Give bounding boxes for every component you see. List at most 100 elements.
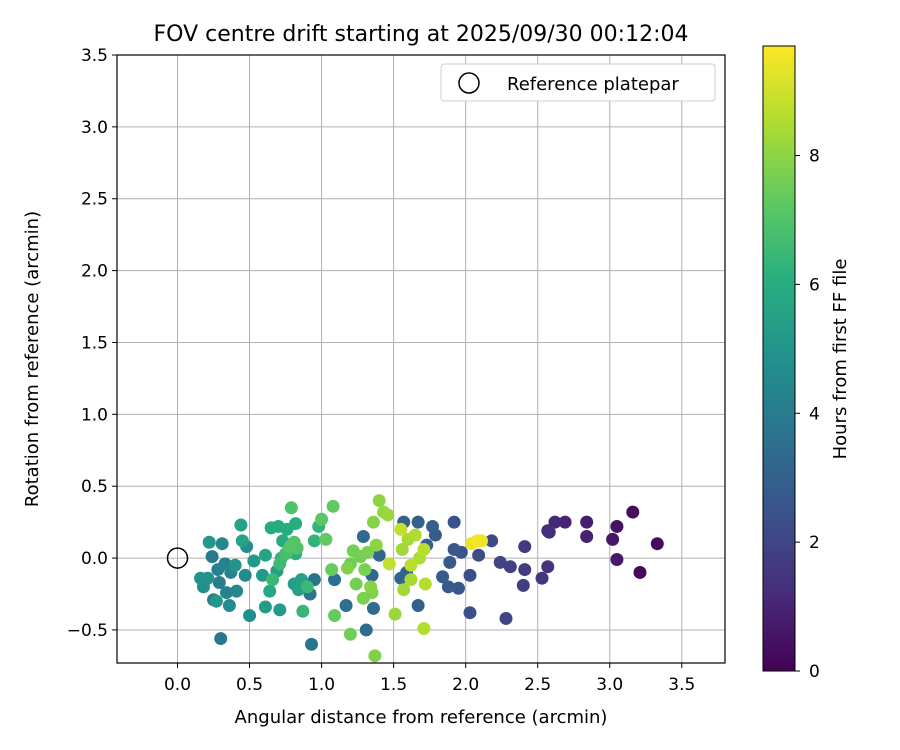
data-point — [411, 599, 425, 613]
data-point — [238, 568, 252, 582]
data-point — [518, 540, 532, 554]
data-point — [212, 576, 226, 590]
colorbar-gradient — [762, 45, 796, 672]
data-point — [368, 649, 382, 663]
data-point — [426, 519, 440, 533]
legend-entry-reference: Reference platepar — [507, 74, 679, 95]
data-point — [300, 580, 314, 594]
legend-marker-icon — [458, 72, 480, 94]
reference-platepar-marker — [166, 547, 189, 569]
data-point — [214, 632, 228, 646]
data-point — [235, 534, 249, 548]
y-tick-label: 2.5 — [81, 190, 108, 210]
data-point — [273, 557, 287, 571]
x-tick-label: 0.5 — [236, 675, 263, 695]
data-point — [359, 623, 373, 637]
data-point — [283, 540, 297, 554]
data-point — [404, 573, 418, 587]
y-axis-ticks: −0.5 0.0 0.5 1.0 1.5 2.0 2.5 3.0 3.5 — [67, 46, 117, 641]
colorbar-label: Hours from first FF file — [830, 259, 851, 460]
data-point — [408, 528, 422, 542]
x-tick-label: 2.0 — [452, 675, 479, 695]
data-point — [580, 515, 594, 529]
data-point — [451, 581, 465, 595]
data-point — [417, 622, 431, 636]
data-point — [356, 530, 370, 544]
y-tick-label: 1.5 — [81, 333, 108, 353]
data-point — [463, 606, 477, 620]
y-tick-label: 1.0 — [81, 405, 108, 425]
data-point — [319, 532, 333, 546]
data-point — [366, 601, 380, 615]
data-point — [463, 568, 477, 582]
data-point — [202, 535, 216, 549]
x-tick-label: 0.0 — [164, 675, 191, 695]
data-point — [343, 627, 357, 641]
data-point — [418, 577, 432, 591]
data-point — [382, 557, 396, 571]
data-point — [417, 542, 431, 556]
x-axis-label: Angular distance from reference (arcmin) — [235, 707, 608, 728]
data-point — [447, 542, 461, 556]
data-point — [388, 607, 402, 621]
data-point — [215, 537, 229, 551]
data-point — [305, 637, 319, 651]
data-point — [228, 558, 242, 572]
data-point — [341, 561, 355, 575]
data-point — [610, 519, 624, 533]
chart-title: FOV centre drift starting at 2025/09/30 … — [154, 22, 689, 47]
x-tick-label: 2.5 — [524, 675, 551, 695]
data-point — [356, 591, 370, 605]
colorbar-tick-label: 0 — [809, 662, 820, 682]
y-tick-label: 2.0 — [81, 262, 108, 282]
data-point — [328, 573, 342, 587]
data-point — [447, 515, 461, 529]
data-point — [372, 494, 386, 508]
data-point — [205, 550, 219, 564]
data-point — [443, 555, 457, 569]
data-point — [307, 534, 321, 548]
data-point — [548, 515, 562, 529]
data-point — [395, 542, 409, 556]
data-point — [394, 571, 408, 585]
data-point — [404, 558, 418, 572]
data-point — [258, 548, 272, 562]
y-axis-label: Rotation from reference (arcmin) — [22, 211, 43, 507]
x-tick-label: 3.5 — [668, 675, 695, 695]
data-point — [247, 554, 261, 568]
data-point — [518, 563, 532, 577]
x-tick-label: 1.0 — [308, 675, 335, 695]
data-point — [201, 571, 215, 585]
data-point — [633, 565, 647, 579]
data-point — [503, 560, 517, 574]
data-point — [209, 594, 223, 608]
data-point — [411, 515, 425, 529]
data-point — [234, 518, 248, 532]
plot-frame — [116, 54, 726, 664]
colorbar-tick-label: 8 — [809, 147, 820, 167]
data-point — [441, 580, 455, 594]
data-point — [397, 583, 411, 597]
data-point — [230, 584, 244, 598]
data-point — [606, 532, 620, 546]
legend-box — [440, 63, 716, 102]
colorbar: 0 2 4 6 8 Hours from first FF file — [762, 45, 851, 682]
data-point — [361, 545, 375, 559]
data-point — [258, 600, 272, 614]
data-point — [328, 609, 342, 623]
y-tick-label: 3.0 — [81, 118, 108, 138]
data-point — [369, 538, 383, 552]
x-axis-ticks: 0.0 0.5 1.0 1.5 2.0 2.5 3.0 3.5 — [164, 663, 695, 695]
data-point — [499, 611, 513, 625]
data-point — [263, 584, 277, 598]
data-point — [296, 604, 310, 618]
data-point — [558, 515, 572, 529]
data-point — [394, 522, 408, 536]
data-point — [219, 586, 233, 600]
data-point — [366, 515, 380, 529]
data-point — [315, 512, 329, 526]
data-point — [256, 568, 270, 582]
data-point — [325, 563, 339, 577]
data-point — [436, 570, 450, 584]
